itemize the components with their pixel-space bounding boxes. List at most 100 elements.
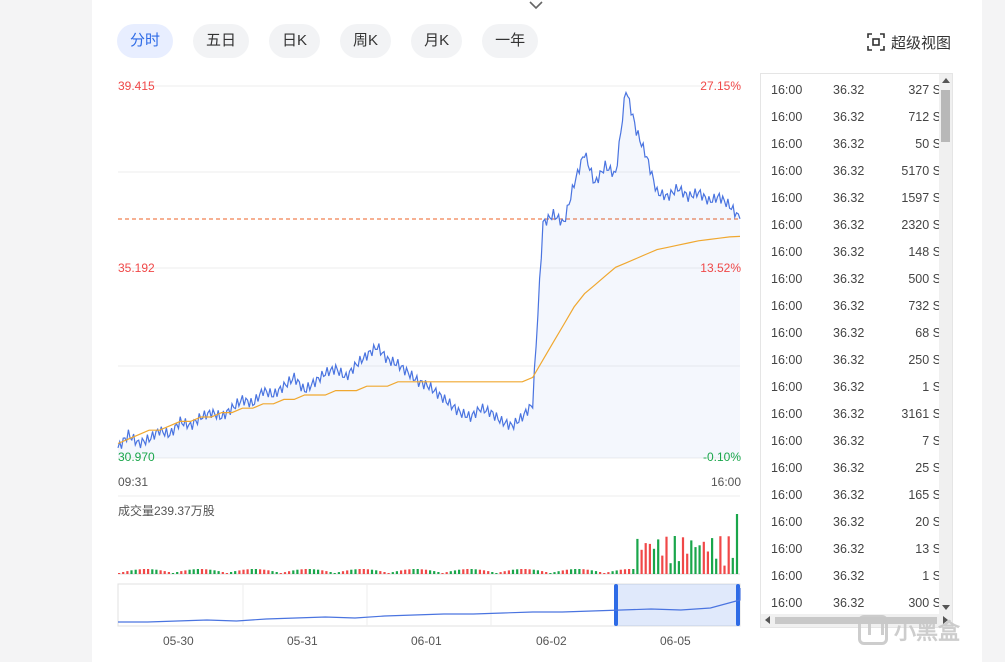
- volume-bar: [652, 548, 656, 574]
- volume-bar: [470, 569, 473, 574]
- trade-row: 16:00 36.32 13 S: [761, 536, 941, 563]
- volume-bar: [640, 549, 643, 574]
- volume-bar: [271, 571, 274, 574]
- volume-bar: [690, 540, 693, 574]
- volume-bar: [491, 572, 494, 574]
- volume-bar: [570, 569, 573, 574]
- volume-bar: [176, 572, 179, 574]
- volume-bar: [590, 570, 593, 574]
- trade-price: 36.32: [833, 83, 865, 97]
- volume-bar: [677, 561, 680, 574]
- volume-bar: [234, 571, 237, 574]
- tab-one-year[interactable]: 一年: [482, 24, 539, 58]
- trade-row: 16:00 36.32 165 S: [761, 482, 941, 509]
- trade-vol: 3161 S: [901, 407, 941, 421]
- volume-bar: [706, 551, 709, 574]
- trade-row: 16:00 36.32 250 S: [761, 347, 941, 374]
- volume-bar: [275, 572, 278, 574]
- volume-bar: [404, 569, 407, 574]
- volume-bar: [545, 572, 548, 574]
- volume-bar: [487, 571, 490, 574]
- volume-bar: [520, 569, 523, 574]
- volume-bar: [250, 569, 253, 574]
- trade-time: 16:00: [771, 353, 803, 367]
- tab-weekly-k[interactable]: 周K: [340, 24, 392, 58]
- volume-bar: [358, 569, 361, 574]
- volume-bar: [213, 570, 216, 574]
- volume-bar: [619, 569, 622, 574]
- volume-bar: [495, 573, 498, 574]
- overview-frame: [117, 583, 741, 627]
- volume-bar: [507, 570, 510, 574]
- volume-bar: [565, 569, 568, 574]
- volume-bar: [482, 570, 486, 574]
- volume-total-label: 成交量239.37万股: [118, 504, 215, 518]
- volume-bar: [698, 545, 701, 574]
- volume-bar: [416, 569, 419, 574]
- pct-high-label: 27.15%: [700, 79, 741, 93]
- volume-bar: [279, 573, 282, 574]
- volume-bar: [238, 570, 241, 574]
- trade-row: 16:00 36.32 3161 S: [761, 401, 941, 428]
- price-area: [118, 92, 740, 458]
- trade-detail-list[interactable]: 16:00 36.32 327 S 16:00 36.32 712 S 16:00 36.32…: [760, 73, 953, 628]
- volume-bar: [308, 569, 311, 574]
- trade-price: 36.32: [833, 407, 865, 421]
- overview-date-label: 06-05: [660, 634, 691, 648]
- overview-date-label: 06-02: [536, 634, 567, 648]
- trade-price: 36.32: [833, 191, 865, 205]
- volume-bar: [205, 569, 208, 574]
- trade-price: 36.32: [833, 137, 865, 151]
- volume-bar: [735, 514, 739, 574]
- volume-bar: [312, 569, 316, 574]
- trade-price: 36.32: [833, 245, 865, 259]
- trade-vol: 300 S: [908, 596, 941, 610]
- chevron-down-icon[interactable]: [527, 0, 545, 12]
- scroll-left-icon[interactable]: [765, 616, 770, 624]
- volume-bar: [317, 569, 320, 574]
- tab-intraday[interactable]: 分时: [117, 24, 174, 58]
- volume-bar: [370, 569, 374, 574]
- volume-bar: [180, 571, 183, 574]
- volume-bar: [528, 569, 531, 574]
- tab-five-day[interactable]: 五日: [193, 24, 250, 58]
- scroll-thumb[interactable]: [941, 90, 950, 142]
- overview-date-label: 05-31: [287, 634, 318, 648]
- overview-selection: [616, 584, 738, 626]
- scroll-down-icon[interactable]: [942, 605, 950, 610]
- tab-monthly-k[interactable]: 月K: [411, 24, 463, 58]
- volume-bar: [391, 572, 394, 574]
- volume-bar: [553, 572, 556, 574]
- overview-handle-left: [614, 584, 618, 626]
- trade-vol: 5170 S: [901, 164, 941, 178]
- volume-bar: [424, 569, 428, 574]
- volume-bar: [221, 572, 224, 574]
- trade-vol: 1597 S: [901, 191, 941, 205]
- volume-bar: [578, 569, 581, 574]
- scroll-up-icon[interactable]: [942, 78, 950, 83]
- overview-handle-right: [736, 584, 740, 626]
- volume-bar: [362, 569, 365, 574]
- vertical-scrollbar[interactable]: [939, 74, 952, 614]
- volume-bar: [408, 569, 411, 574]
- volume-bar: [516, 569, 519, 574]
- super-view-button[interactable]: 超级视图: [867, 32, 951, 52]
- overview-line: [118, 588, 741, 623]
- trade-row: 16:00 36.32 300 S: [761, 590, 941, 617]
- volume-bar: [147, 569, 150, 574]
- horizontal-scrollbar[interactable]: [761, 614, 952, 627]
- volume-bar: [400, 570, 403, 574]
- trade-vol: 250 S: [908, 353, 941, 367]
- volume-bar: [657, 539, 660, 574]
- volume-bar: [582, 569, 585, 574]
- volume-bar: [603, 573, 606, 574]
- volume-bar: [126, 571, 129, 574]
- scroll-right-icon[interactable]: [943, 616, 948, 624]
- scroll-thumb-horizontal[interactable]: [775, 617, 937, 624]
- tab-daily-k[interactable]: 日K: [269, 24, 321, 58]
- volume-bar: [321, 570, 324, 574]
- trade-time: 16:00: [771, 110, 803, 124]
- volume-bar: [429, 570, 432, 574]
- trade-price: 36.32: [833, 272, 865, 286]
